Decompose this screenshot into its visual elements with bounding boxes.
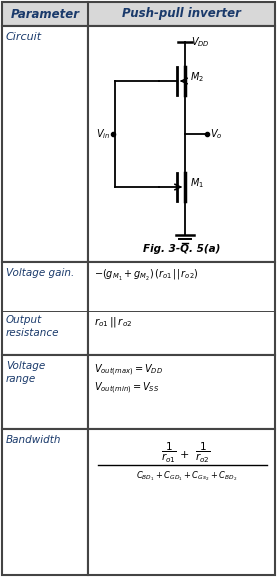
Text: $V_{out(max)} = V_{DD}$: $V_{out(max)} = V_{DD}$ xyxy=(94,363,163,379)
Text: Fig. 3-Q. 5(a): Fig. 3-Q. 5(a) xyxy=(143,244,220,254)
Bar xyxy=(2,429,88,575)
Text: $+$: $+$ xyxy=(179,449,189,460)
Bar xyxy=(88,429,275,575)
Text: Voltage
range: Voltage range xyxy=(6,361,45,384)
Text: Parameter: Parameter xyxy=(11,8,79,21)
Bar xyxy=(2,26,88,262)
Bar xyxy=(2,262,88,355)
Text: $V_o$: $V_o$ xyxy=(210,127,222,141)
Text: Push-pull inverter: Push-pull inverter xyxy=(122,8,241,21)
Text: $M_2$: $M_2$ xyxy=(190,70,204,84)
Bar xyxy=(88,26,275,262)
Text: $\dfrac{1}{r_{o2}}$: $\dfrac{1}{r_{o2}}$ xyxy=(195,441,210,465)
Text: Output
resistance: Output resistance xyxy=(6,315,60,339)
Text: $\dfrac{1}{r_{o1}}$: $\dfrac{1}{r_{o1}}$ xyxy=(161,441,176,465)
Text: Bandwidth: Bandwidth xyxy=(6,435,61,445)
Text: Voltage gain.: Voltage gain. xyxy=(6,268,74,278)
Bar xyxy=(88,355,275,429)
Bar xyxy=(2,355,88,429)
Text: $r_{o1}\,||\,r_{o2}$: $r_{o1}\,||\,r_{o2}$ xyxy=(94,315,132,329)
Text: $V_{out(min)} = V_{SS}$: $V_{out(min)} = V_{SS}$ xyxy=(94,381,159,396)
Bar xyxy=(2,2,275,26)
Text: $-(g_{M_1} + g_{M_2})\,(r_{o1}\,||\,r_{o2})$: $-(g_{M_1} + g_{M_2})\,(r_{o1}\,||\,r_{o… xyxy=(94,268,199,283)
Text: $C_{BD_1} + C_{GD_1} + C_{Gs_2} + C_{BD_2}$: $C_{BD_1} + C_{GD_1} + C_{Gs_2} + C_{BD_… xyxy=(136,469,237,482)
Text: $M_1$: $M_1$ xyxy=(190,176,204,190)
Text: $V_{in}$: $V_{in}$ xyxy=(96,127,110,141)
Bar xyxy=(88,262,275,355)
Text: Circuit: Circuit xyxy=(6,32,42,42)
Text: $V_{DD}$: $V_{DD}$ xyxy=(191,35,210,49)
